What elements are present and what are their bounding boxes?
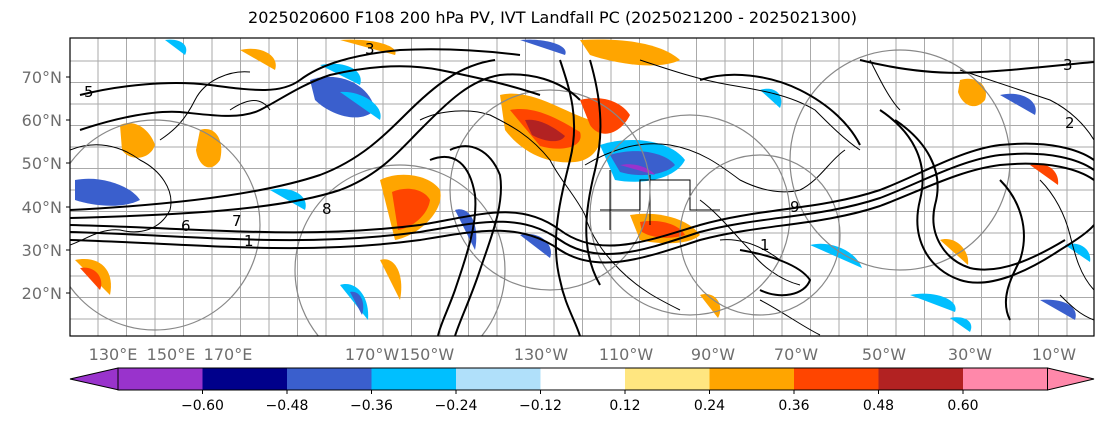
contour-label: 8 <box>322 200 332 218</box>
contour-label: 9 <box>790 198 800 216</box>
contour-label: 3 <box>365 40 375 58</box>
map-border <box>69 37 1095 337</box>
longitude-label: 10°W <box>1032 345 1076 364</box>
longitude-label: 150°W <box>400 345 455 364</box>
colorbar-tick-label: −0.24 <box>435 398 478 414</box>
ivt-contours <box>70 48 1094 336</box>
longitude-label: 170°E <box>204 345 253 364</box>
contour-label: 6 <box>181 217 191 235</box>
longitude-label: 150°E <box>147 345 196 364</box>
colorbar-tick-label: −0.60 <box>181 398 224 414</box>
colorbar-segment <box>625 368 710 390</box>
latitude-label: 40°N <box>22 198 62 217</box>
longitude-labels: 130°E 150°E 170°E 170°W 150°W 130°W 110°W 90°W 7… <box>89 345 1077 364</box>
colorbar-segment <box>202 368 287 390</box>
colorbar-extension-high <box>1047 367 1095 391</box>
contour-label: 2 <box>1065 114 1075 132</box>
colorbar-frame <box>117 367 1048 391</box>
colorbar-segment <box>709 368 794 390</box>
colorbar-tick-label: 0.48 <box>863 398 894 414</box>
colorbar-tick-label: 0.12 <box>609 398 640 414</box>
latitude-label: 70°N <box>22 68 62 87</box>
longitude-label: 170°W <box>345 345 400 364</box>
colorbar-tick-label: 0.24 <box>694 398 725 414</box>
graticule <box>70 38 1094 336</box>
latitude-label: 20°N <box>22 284 62 303</box>
longitude-label: 50°W <box>862 345 906 364</box>
colorbar-ticks: −0.60 −0.48 −0.36 −0.24 −0.12 0.12 0.24 0.36 0.4… <box>181 390 979 414</box>
latitude-labels: 70°N 60°N 50°N 40°N 30°N 20°N <box>22 68 70 303</box>
longitude-label: 90°W <box>691 345 735 364</box>
colorbar-tick-label: −0.48 <box>266 398 309 414</box>
colorbar-segment <box>287 368 372 390</box>
longitude-label: 110°W <box>599 345 654 364</box>
colorbar-segment <box>371 368 456 390</box>
longitude-label: 30°W <box>948 345 992 364</box>
contour-label: 3 <box>1063 56 1073 74</box>
latitude-label: 60°N <box>22 111 62 130</box>
longitude-label: 70°W <box>774 345 818 364</box>
contour-label: 5 <box>84 83 94 101</box>
coastlines <box>70 59 1094 336</box>
colorbar-segment <box>118 368 203 390</box>
colorbar-segment <box>794 368 879 390</box>
colorbar-segment <box>540 368 625 390</box>
colorbar-segment <box>878 368 963 390</box>
colorbar-extension-low <box>69 367 120 391</box>
colorbar-tick-label: 0.36 <box>778 398 809 414</box>
colorbar-tick-label: 0.60 <box>947 398 978 414</box>
colorbar-segment <box>963 368 1048 390</box>
colorbar <box>69 367 1095 391</box>
colorbar-segment <box>456 368 541 390</box>
contour-label: 1 <box>244 232 254 250</box>
contour-labels: 3 5 6 7 8 9 1 3 2 1 <box>84 40 1075 254</box>
range-rings <box>70 49 1011 336</box>
pv-shading <box>75 39 1091 332</box>
colorbar-tick-label: −0.36 <box>350 398 393 414</box>
contour-label: 7 <box>232 212 242 230</box>
map-title: 2025020600 F108 200 hPa PV, IVT Landfall… <box>248 8 857 27</box>
contour-label: 1 <box>760 236 770 254</box>
longitude-label: 130°E <box>89 345 138 364</box>
latitude-label: 30°N <box>22 241 62 260</box>
latitude-label: 50°N <box>22 154 62 173</box>
colorbar-tick-label: −0.12 <box>519 398 562 414</box>
longitude-label: 130°W <box>514 345 569 364</box>
